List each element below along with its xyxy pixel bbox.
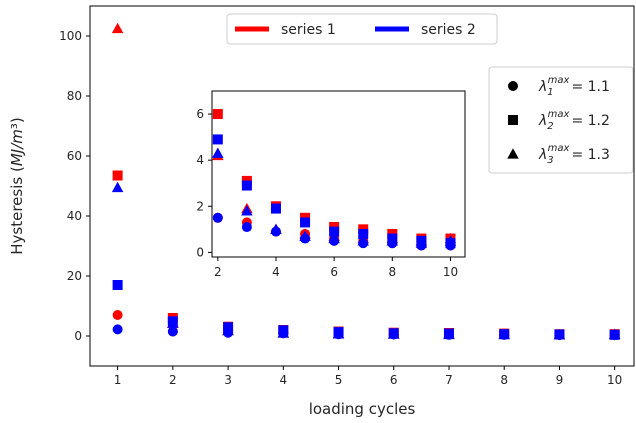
data-point — [112, 310, 123, 320]
legend-marker-icon — [508, 81, 518, 91]
legend-markers: λ1max = 1.1 λ2max = 1.2 λ3max = 1.3 — [488, 66, 634, 174]
inset-y-tick-label: 6 — [196, 107, 204, 121]
x-tick-label: 5 — [335, 373, 343, 387]
x-tick-label: 3 — [224, 373, 232, 387]
y-tick-label: 40 — [67, 209, 82, 223]
inset-data-point — [357, 235, 369, 246]
inset-data-point — [212, 134, 223, 145]
y-tick-label: 80 — [67, 89, 82, 103]
plot-frame — [89, 5, 635, 367]
data-point — [112, 280, 123, 290]
x-axis-label: loading cycles — [309, 400, 416, 418]
data-point — [443, 328, 455, 340]
inset-data-point — [270, 203, 281, 214]
legend-marker-label: λ3max = 1.3 — [538, 143, 610, 166]
inset-data-point — [329, 226, 340, 237]
data-point — [553, 329, 566, 340]
inset-data-point — [212, 147, 224, 158]
data-point — [388, 328, 400, 339]
legend-markers-box — [488, 66, 634, 174]
y-axis-label: Hysteresis (MJ/m³) — [8, 117, 26, 254]
legend-marker-label: λ2max = 1.2 — [538, 109, 610, 132]
data-point — [112, 170, 123, 181]
y-tick-label: 0 — [74, 329, 82, 343]
inset-x-tick-label: 8 — [388, 265, 396, 279]
legend-marker-label: λ1max = 1.1 — [538, 75, 610, 98]
data-point — [111, 22, 124, 34]
inset-data-point — [444, 235, 457, 246]
inset-data-point — [415, 237, 428, 248]
x-tick-label: 6 — [390, 373, 398, 387]
inset-data-point — [300, 217, 311, 228]
inset-data-point — [241, 205, 253, 216]
legend-marker-icon — [508, 115, 518, 125]
inset-data-point — [358, 228, 369, 239]
inset-x-tick-label: 4 — [272, 265, 280, 279]
data-point — [112, 324, 123, 335]
inset-data-point — [328, 232, 340, 244]
data-point — [111, 181, 124, 193]
data-point — [167, 317, 179, 328]
data-point — [167, 326, 178, 337]
inset-data-point — [241, 180, 252, 191]
inset-y-tick-label: 4 — [196, 153, 204, 167]
legend-series-box — [226, 13, 498, 45]
inset-x-tick-label: 6 — [330, 265, 338, 279]
data-point — [498, 328, 510, 340]
inset-x-tick-label: 2 — [214, 265, 222, 279]
x-tick-label: 2 — [169, 373, 177, 387]
y-tick-label: 20 — [67, 269, 82, 283]
data-point — [277, 327, 290, 338]
inset-data-point — [212, 212, 223, 223]
y-tick-label: 100 — [59, 29, 82, 43]
x-tick-label: 7 — [445, 373, 453, 387]
inset-data-point — [299, 230, 311, 241]
data-point — [608, 328, 621, 340]
inset-data-point — [386, 235, 399, 246]
inset-y-tick-label: 2 — [196, 199, 204, 213]
legend-marker-icon — [507, 148, 519, 159]
y-tick-label: 60 — [67, 149, 82, 163]
x-tick-label: 4 — [279, 373, 287, 387]
legend-series: series 1 series 2 — [226, 13, 498, 45]
inset-data-point — [212, 109, 223, 120]
inset-frame — [211, 90, 466, 258]
legend-series-label: series 2 — [421, 22, 476, 38]
data-point — [222, 324, 234, 336]
x-tick-label: 1 — [114, 373, 122, 387]
inset-y-tick-label: 0 — [196, 245, 204, 259]
x-tick-label: 9 — [556, 373, 564, 387]
legend-series-label: series 1 — [281, 22, 336, 38]
inset-data-point — [241, 222, 252, 233]
inset-data-point — [270, 223, 282, 234]
x-tick-label: 10 — [607, 373, 622, 387]
x-tick-label: 8 — [500, 373, 508, 387]
inset-x-tick-label: 10 — [443, 265, 458, 279]
data-point — [332, 328, 345, 339]
